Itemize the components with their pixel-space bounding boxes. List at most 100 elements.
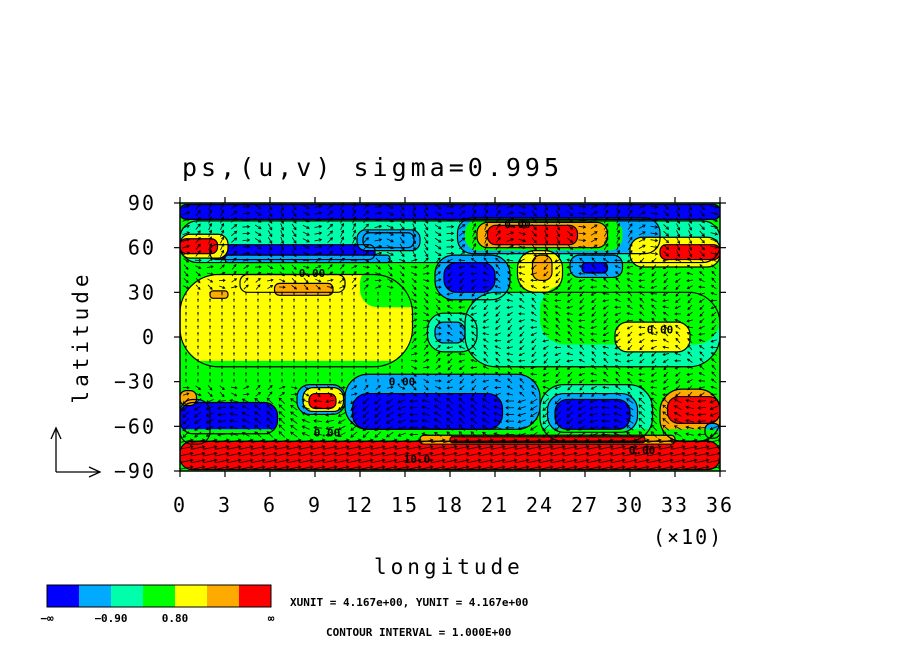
wind-vector — [458, 352, 466, 356]
wind-vector — [397, 412, 406, 417]
wind-vector — [579, 351, 585, 357]
contour-line — [351, 392, 504, 430]
wind-vector — [423, 250, 429, 258]
wind-vector — [389, 365, 391, 370]
wind-vector — [638, 332, 645, 336]
wind-vector — [527, 451, 542, 457]
wind-vector — [458, 258, 466, 262]
wind-vector — [239, 445, 254, 450]
wind-vector — [386, 285, 394, 289]
wind-vector — [341, 378, 343, 383]
wind-vector — [578, 225, 587, 229]
wind-vector — [197, 291, 199, 296]
wind-vector — [191, 458, 206, 464]
wind-vector — [446, 245, 455, 249]
contour-interval-note: CONTOUR INTERVAL = 1.000E+00 — [326, 626, 511, 639]
wind-vector — [685, 418, 694, 423]
wind-vector — [663, 237, 670, 244]
wind-vector — [446, 305, 453, 310]
wind-vector — [269, 325, 271, 329]
field-region — [180, 390, 197, 406]
wind-vector — [401, 304, 403, 309]
wind-vector — [651, 325, 657, 330]
wind-vector — [589, 419, 598, 424]
wind-vector — [711, 324, 717, 331]
wind-vector — [495, 264, 501, 270]
wind-vector — [614, 352, 622, 356]
contour-line — [569, 254, 624, 279]
wind-vector — [602, 305, 609, 310]
wind-vector — [467, 458, 482, 464]
x-tick-label: 15 — [391, 493, 419, 517]
wind-vector — [239, 458, 254, 464]
wind-vector — [506, 358, 513, 363]
wind-vector — [205, 405, 214, 411]
wind-vector — [291, 264, 297, 270]
wind-vector — [421, 425, 430, 430]
wind-vector — [671, 445, 686, 450]
wind-vector — [627, 344, 633, 351]
wind-vector — [519, 345, 525, 350]
wind-vector — [590, 332, 598, 336]
wind-vector — [182, 418, 190, 425]
wind-vector — [242, 204, 251, 209]
wind-vector — [599, 445, 614, 450]
wind-vector — [305, 311, 307, 316]
wind-vector — [351, 284, 357, 290]
wind-vector — [675, 337, 681, 344]
wind-vector — [195, 243, 201, 250]
wind-vector — [651, 364, 657, 371]
wind-vector — [315, 391, 321, 398]
x-tick-label: 24 — [526, 493, 554, 517]
wind-vector — [663, 331, 669, 337]
wind-vector — [651, 271, 657, 277]
wind-vector — [434, 211, 442, 216]
wind-vector — [471, 331, 477, 337]
wind-vector — [395, 458, 410, 464]
wind-vector — [327, 210, 334, 217]
wind-vector — [507, 378, 513, 384]
wind-vector — [233, 291, 235, 296]
colorbar: −∞ −0.90 0.80 ∞ — [40, 584, 275, 625]
contour-line — [362, 232, 415, 249]
wind-vector — [302, 231, 310, 236]
wind-vector — [482, 271, 489, 276]
wind-vector — [411, 337, 417, 344]
wind-vector — [530, 332, 537, 336]
wind-vector — [375, 285, 382, 289]
wind-vector — [639, 311, 645, 317]
wind-vector — [544, 223, 549, 231]
wind-vector — [291, 285, 298, 290]
wind-vector — [233, 311, 235, 316]
wind-vector — [233, 351, 235, 356]
wind-vector — [387, 278, 394, 283]
wind-vector — [257, 298, 259, 303]
wind-vector — [389, 311, 391, 316]
wind-vector — [531, 237, 537, 244]
wind-vector — [673, 418, 682, 424]
wind-vector — [245, 325, 247, 329]
wind-vector — [185, 371, 187, 376]
wind-vector — [386, 431, 394, 438]
wind-vector — [674, 352, 681, 356]
wind-vector — [280, 216, 285, 225]
wind-vector — [407, 445, 422, 450]
wind-vector — [255, 284, 261, 290]
wind-vector — [327, 264, 333, 270]
wind-vector — [209, 338, 211, 343]
wind-vector — [470, 305, 477, 310]
wind-vector — [650, 285, 657, 289]
wind-vector — [627, 236, 633, 244]
wind-vector — [422, 365, 430, 369]
contour-line — [464, 291, 720, 368]
contour-line — [180, 401, 279, 435]
wind-vector — [711, 284, 717, 290]
field-region — [180, 204, 720, 220]
colorbar-swatch — [239, 585, 271, 607]
wind-vector — [229, 425, 239, 430]
wind-vector — [231, 230, 238, 237]
wind-vector — [279, 278, 286, 283]
wind-vector — [611, 451, 626, 457]
wind-vector — [530, 285, 537, 289]
wind-vector — [411, 331, 417, 337]
